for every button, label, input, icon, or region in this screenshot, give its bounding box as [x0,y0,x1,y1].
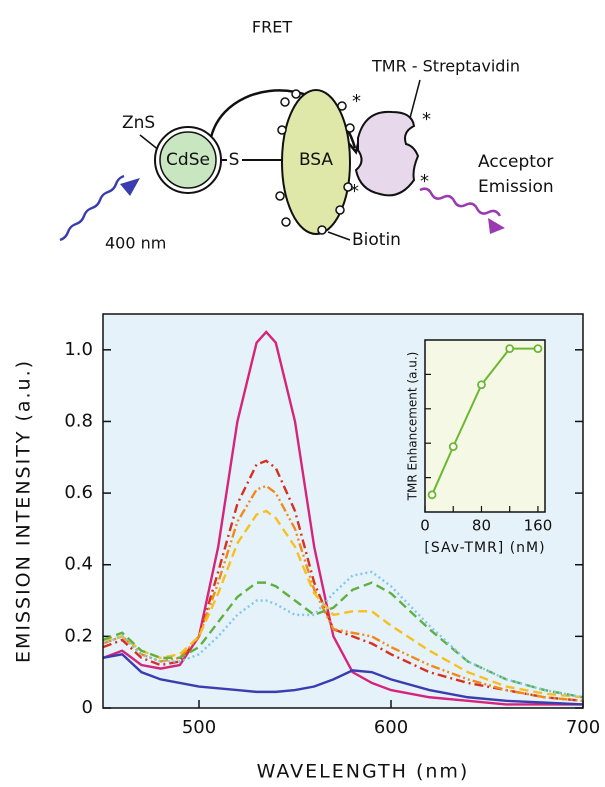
y-tick-label: 1.0 [64,339,93,360]
bsa-label: BSA [299,150,333,170]
series-line [103,509,583,699]
tmr-dyes: * * * * [350,91,431,202]
fret-label: FRET [252,18,292,37]
emission-wave [419,187,502,217]
x-tick-label: 700 [566,717,600,738]
y-tick-label: 0.2 [64,625,93,646]
inset-point [505,344,515,354]
pointer [327,231,351,241]
excitation-label: 400 nm [105,234,166,253]
y-axis-label: EMISSION INTENSITY (a.u.) [13,359,35,663]
dye: * [350,181,359,202]
x-tick-label: 0 [420,517,430,535]
arrow-head [120,178,140,196]
inset-point [448,442,458,452]
inset-point [477,380,486,390]
y-tick-label: 0.8 [64,410,93,431]
series-line [103,652,583,706]
dye: * [422,109,431,130]
biotin-groups [275,89,355,235]
x-axis-label: [SAv-TMR] (nM) [424,540,545,556]
tmr-label: TMR - Streptavidin [371,57,520,76]
y-tick-label: 0.6 [64,482,93,503]
x-tick-label: 80 [472,517,491,535]
y-tick-label: 0.4 [64,554,93,575]
y-axis-label: TMR Enhancement (a.u.) [406,352,420,502]
cdse-core [159,131,217,189]
pointer [409,79,421,119]
series-line [103,581,583,699]
arrow-head [488,218,505,234]
dye: * [352,91,361,112]
series-line [103,570,583,699]
emission-label: Emission [478,177,554,197]
x-tick-label: 600 [374,717,408,738]
y-tick-label: 0 [82,697,93,718]
inset-background [424,339,546,513]
x-axis-label: WAVELENGTH (nm) [257,761,470,783]
series-line [103,330,583,706]
plot-frame [102,313,584,709]
bsa [281,89,351,235]
diagram: FRET ZnS CdSe S BSA * * * * TMR - Strept… [59,18,554,253]
biotin-label: Biotin [352,230,401,250]
excitation-wave [59,174,125,242]
cdse-label: CdSe [166,150,210,170]
x-tick-label: 500 [182,717,216,738]
inset-point [533,344,543,354]
acceptor-label: Acceptor [478,152,553,172]
plot: 0 0.2 0.4 0.6 0.8 1.0 500 600 700 WAVELENGTH (nm)… [13,330,600,783]
series-line [103,484,583,703]
s-label: S [229,150,240,170]
zns-label: ZnS [122,113,155,133]
inset-point [427,490,437,500]
x-tick-label: 160 [524,517,553,535]
series-line [103,459,583,703]
dye: * [420,171,429,192]
streptavidin [354,110,420,197]
